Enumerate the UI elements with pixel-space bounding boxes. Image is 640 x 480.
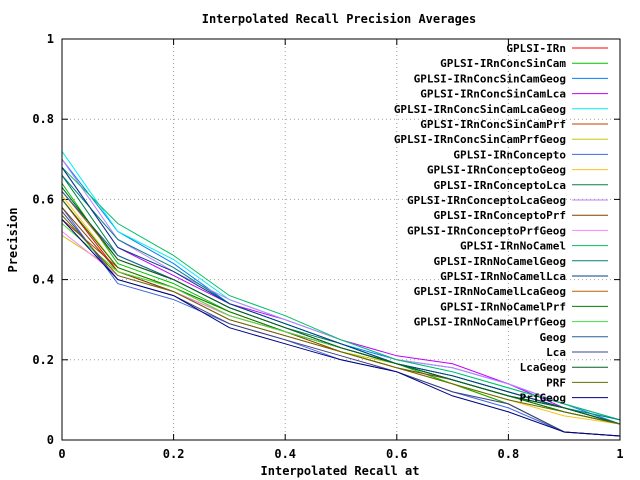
x-tick-label: 1 — [616, 447, 623, 461]
y-tick-label: 0.8 — [32, 112, 54, 126]
plot-frame — [61, 38, 621, 441]
series-line-15 — [61, 167, 621, 425]
x-tick-label: 0.8 — [498, 447, 520, 461]
series-line-21 — [61, 187, 621, 425]
x-tick-label: 0 — [58, 447, 65, 461]
legend-label: Geog — [540, 331, 567, 344]
legend-label: GPLSI-IRnConcSinCamLca — [420, 88, 566, 101]
grid-lines — [62, 39, 620, 440]
legend-label: GPLSI-IRnConcSinCam — [440, 57, 566, 70]
legend-label: GPLSI-IRnNoCamel — [460, 240, 566, 253]
legend-label: GPLSI-IRnConcSinCamPrfGeog — [394, 133, 566, 146]
y-tick-label: 1 — [47, 32, 54, 46]
legend-label: GPLSI-IRnConceptoGeog — [427, 164, 566, 177]
legend-label: GPLSI-IRnNoCamelPrfGeog — [414, 316, 566, 329]
legend-label: GPLSI-IRn — [506, 42, 566, 55]
legend-label: GPLSI-IRnConceptoPrfGeog — [407, 224, 566, 237]
series-line-23 — [61, 219, 621, 437]
y-tick-label: 0 — [47, 433, 54, 447]
chart-title: Interpolated Recall Precision Averages — [202, 12, 477, 26]
legend-label: Lca — [546, 346, 566, 359]
legend-label: PRF — [546, 376, 566, 389]
legend-label: GPLSI-IRnConceptoLcaGeog — [407, 194, 566, 207]
legend-label: GPLSI-IRnNoCamelLcaGeog — [414, 285, 566, 298]
legend-label: PrfGeog — [520, 392, 566, 405]
legend-label: GPLSI-IRnConceptoPrf — [434, 209, 566, 222]
legend: GPLSI-IRn GPLSI-IRnConcSinCam GPLSI-IRnCon… — [394, 42, 608, 405]
y-tick-label: 0.2 — [32, 353, 54, 367]
y-axis-label: Precision — [6, 207, 20, 272]
x-axis-label: Interpolated Recall at — [261, 464, 420, 478]
legend-label: GPLSI-IRnConceptoLca — [434, 179, 566, 192]
y-tick-label: 0.6 — [32, 192, 54, 206]
series-line-22 — [61, 215, 621, 425]
x-tick-label: 0.2 — [163, 447, 185, 461]
series-line-13 — [61, 166, 621, 421]
legend-label: GPLSI-IRnConcSinCamPrf — [420, 118, 566, 131]
legend-label: GPLSI-IRnNoCamelGeog — [434, 255, 566, 268]
legend-label: GPLSI-IRnNoCamelLca — [440, 270, 566, 283]
legend-label: LcaGeog — [520, 361, 566, 374]
legend-label: GPLSI-IRnConcSinCamLcaGeog — [394, 103, 566, 116]
legend-label: GPLSI-IRnNoCamelPrf — [440, 300, 566, 313]
x-tick-label: 0.6 — [386, 447, 408, 461]
y-tick-label: 0.4 — [32, 273, 54, 287]
legend-label: GPLSI-IRnConcSinCamGeog — [414, 72, 566, 85]
legend-label: GPLSI-IRnConcepto — [453, 148, 566, 161]
series-lines — [61, 151, 621, 437]
x-tick-label: 0.4 — [274, 447, 296, 461]
